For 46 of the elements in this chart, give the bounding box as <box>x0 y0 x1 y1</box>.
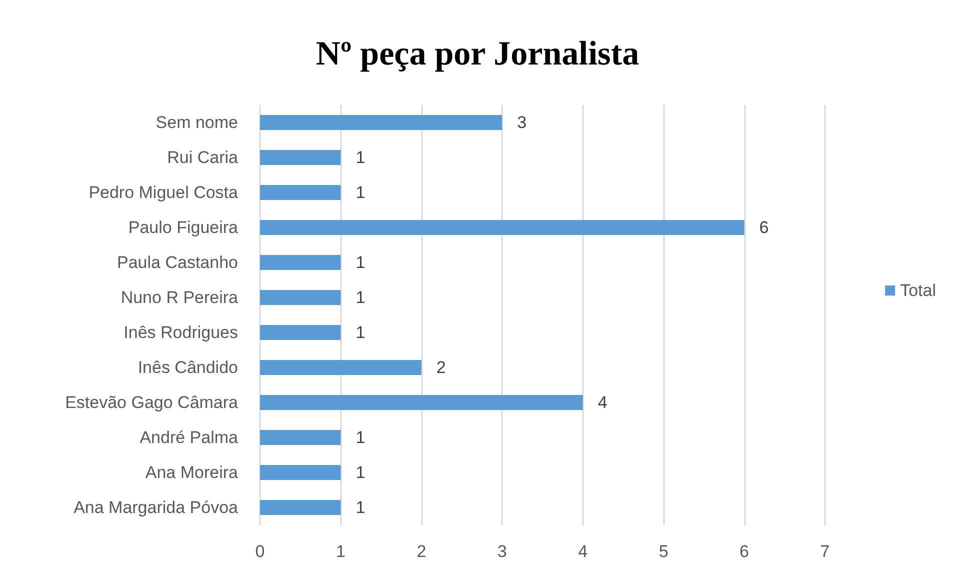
y-tick-label: Paula Castanho <box>117 253 238 272</box>
y-tick-label: Pedro Miguel Costa <box>88 183 239 202</box>
x-tick-label: 6 <box>740 542 750 561</box>
bar <box>260 185 341 200</box>
legend-label: Total <box>900 281 936 300</box>
bar <box>260 465 341 480</box>
y-tick-label: Rui Caria <box>167 148 239 167</box>
x-tick-label: 7 <box>820 542 830 561</box>
y-tick-label: Estevão Gago Câmara <box>65 393 239 412</box>
bar <box>260 290 341 305</box>
x-tick-label: 4 <box>578 542 588 561</box>
y-tick-label: Inês Rodrigues <box>124 323 238 342</box>
x-tick-label: 5 <box>658 542 668 561</box>
y-tick-label: André Palma <box>140 428 239 447</box>
data-label: 6 <box>759 218 769 237</box>
bar <box>260 395 583 410</box>
bar <box>260 150 341 165</box>
x-tick-label: 1 <box>336 542 346 561</box>
data-label: 1 <box>356 148 366 167</box>
x-tick-label: 0 <box>255 542 265 561</box>
data-label: 4 <box>598 393 608 412</box>
data-label: 1 <box>356 498 366 517</box>
chart-title: Nº peça por Jornalista <box>316 36 640 72</box>
data-label: 1 <box>356 323 366 342</box>
data-label: 1 <box>356 463 366 482</box>
data-label: 3 <box>517 113 527 132</box>
bar <box>260 500 341 515</box>
bar <box>260 220 744 235</box>
y-tick-label: Ana Margarida Póvoa <box>74 498 239 517</box>
bar <box>260 115 502 130</box>
data-label: 2 <box>436 358 446 377</box>
bar <box>260 360 422 375</box>
data-label: 1 <box>356 288 366 307</box>
data-label: 1 <box>356 428 366 447</box>
y-tick-label: Paulo Figueira <box>128 218 239 237</box>
data-label: 1 <box>356 183 366 202</box>
bar <box>260 430 341 445</box>
y-tick-label: Inês Cândido <box>138 358 238 377</box>
y-tick-label: Nuno R Pereira <box>120 288 239 307</box>
y-tick-label: Sem nome <box>156 113 238 132</box>
y-tick-label: Ana Moreira <box>145 463 239 482</box>
x-tick-label: 3 <box>497 542 507 561</box>
bar <box>260 325 341 340</box>
bar <box>260 255 341 270</box>
data-label: 1 <box>356 253 366 272</box>
x-tick-label: 2 <box>416 542 426 561</box>
